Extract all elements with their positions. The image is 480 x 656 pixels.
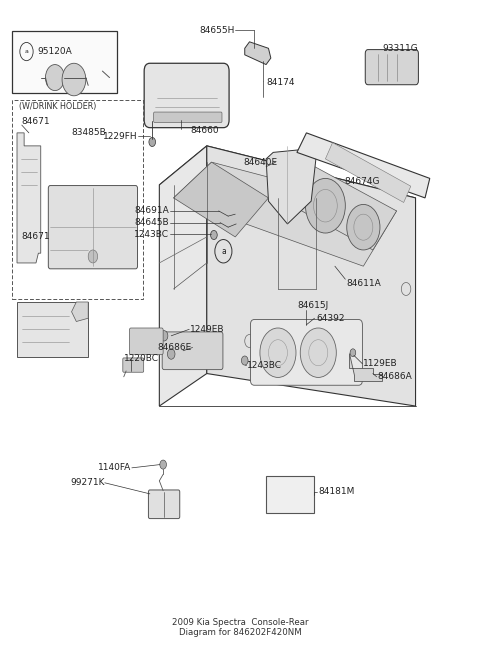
Circle shape [149, 137, 156, 146]
Text: 84174: 84174 [266, 77, 295, 87]
Text: 84686E: 84686E [157, 343, 192, 352]
Polygon shape [174, 162, 268, 237]
Polygon shape [159, 146, 416, 263]
Text: a: a [24, 49, 28, 54]
Text: 84671: 84671 [22, 232, 50, 241]
Circle shape [241, 356, 248, 365]
Text: 1129EB: 1129EB [363, 359, 398, 368]
Text: 84691A: 84691A [134, 207, 169, 215]
Text: (W/DRINK HOLDER): (W/DRINK HOLDER) [19, 102, 97, 112]
Text: 93311G: 93311G [383, 44, 418, 53]
Text: 84181M: 84181M [318, 487, 355, 497]
Text: 84611A: 84611A [347, 279, 382, 288]
Text: 1249EB: 1249EB [190, 325, 225, 334]
FancyBboxPatch shape [162, 332, 223, 369]
Text: 84615J: 84615J [297, 300, 328, 310]
Circle shape [260, 328, 296, 377]
Circle shape [305, 178, 345, 233]
FancyBboxPatch shape [144, 63, 229, 128]
FancyBboxPatch shape [130, 328, 163, 355]
FancyBboxPatch shape [148, 490, 180, 519]
Polygon shape [72, 302, 88, 321]
Polygon shape [325, 142, 411, 203]
Circle shape [168, 349, 175, 359]
Polygon shape [207, 146, 416, 406]
Bar [266, 476, 313, 514]
FancyBboxPatch shape [123, 358, 144, 372]
Bar [12, 100, 143, 298]
Polygon shape [159, 146, 207, 406]
Text: 99271K: 99271K [70, 478, 105, 487]
Bar [17, 302, 88, 358]
Polygon shape [266, 149, 316, 224]
Polygon shape [297, 133, 430, 198]
Text: 84640E: 84640E [244, 157, 278, 167]
Text: 84660: 84660 [190, 127, 219, 135]
FancyBboxPatch shape [365, 50, 419, 85]
FancyBboxPatch shape [154, 112, 222, 123]
Polygon shape [17, 133, 41, 263]
Circle shape [300, 328, 336, 377]
Circle shape [160, 331, 168, 341]
Bar [12, 31, 117, 92]
Circle shape [211, 230, 217, 239]
Polygon shape [278, 162, 396, 250]
Text: 83485B: 83485B [72, 129, 107, 137]
Text: a: a [221, 247, 226, 256]
Text: 1243BC: 1243BC [247, 361, 282, 369]
Text: 1229FH: 1229FH [103, 132, 138, 140]
Text: 64392: 64392 [316, 314, 345, 323]
Circle shape [88, 250, 97, 263]
Circle shape [350, 349, 356, 357]
Polygon shape [349, 353, 383, 381]
FancyBboxPatch shape [48, 186, 137, 269]
Text: 84674G: 84674G [344, 177, 380, 186]
FancyBboxPatch shape [251, 319, 362, 385]
Circle shape [160, 460, 167, 469]
Text: 95120A: 95120A [37, 47, 72, 56]
Circle shape [62, 63, 86, 96]
Text: 1220BC: 1220BC [124, 354, 159, 363]
Text: 1140FA: 1140FA [97, 463, 131, 472]
Polygon shape [245, 42, 271, 64]
Text: 2009 Kia Spectra  Console-Rear
Diagram for 846202F420NM: 2009 Kia Spectra Console-Rear Diagram fo… [172, 617, 308, 637]
Polygon shape [174, 162, 396, 266]
Text: 84671: 84671 [22, 117, 50, 126]
Text: 84655H: 84655H [199, 26, 234, 35]
Circle shape [46, 64, 64, 91]
Text: 84686A: 84686A [378, 373, 412, 381]
Circle shape [347, 205, 380, 250]
Text: 84645B: 84645B [134, 218, 169, 227]
Text: 1243BC: 1243BC [134, 230, 169, 239]
